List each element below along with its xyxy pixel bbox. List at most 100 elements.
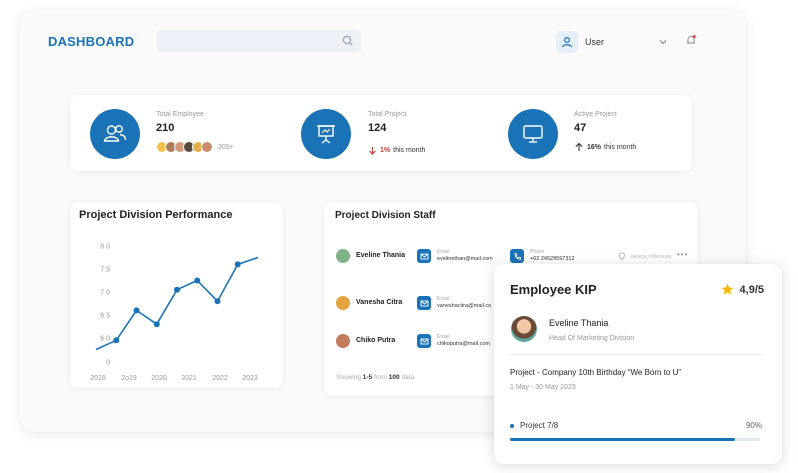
showing-prefix: Showing bbox=[336, 374, 361, 381]
user-menu[interactable]: User bbox=[556, 30, 668, 54]
kip-title: Employee KIP bbox=[510, 282, 597, 297]
total-project-change-text: this month bbox=[393, 147, 426, 154]
y-tick-label: 6.5 bbox=[100, 313, 110, 320]
pagination-summary: Showing 1-5 from 100 data bbox=[336, 374, 414, 381]
kip-progress-fill bbox=[510, 438, 735, 441]
x-tick-label: 2021 bbox=[181, 375, 197, 382]
active-project-change-value: 16% bbox=[587, 143, 602, 151]
user-name: User bbox=[585, 37, 605, 47]
total-employee-value: 210 bbox=[156, 122, 175, 134]
kip-progress-track bbox=[510, 438, 760, 441]
phone-icon-box[interactable] bbox=[510, 249, 524, 263]
showing-range: 1-5 bbox=[362, 374, 373, 381]
employee-avatar bbox=[201, 141, 213, 153]
stats-card: Total Employee 210 205+ bbox=[70, 95, 692, 171]
staff-email: chikoputra@mail.com bbox=[437, 341, 490, 347]
mail-icon bbox=[420, 338, 428, 344]
users-icon bbox=[103, 125, 127, 142]
active-project-icon-circle bbox=[508, 109, 558, 159]
staff-location: Jakarta, Indonesia bbox=[630, 254, 671, 260]
mail-icon bbox=[420, 253, 428, 259]
search-bar[interactable] bbox=[157, 30, 361, 52]
more-options-icon[interactable]: ••• bbox=[677, 250, 689, 259]
brand-title: DASHBOARD bbox=[48, 34, 135, 49]
data-point[interactable] bbox=[214, 298, 221, 305]
star-icon bbox=[721, 283, 733, 295]
performance-line-chart: 8.0 7.5 7.0 6.5 6.0 0 2018 2o19 2020 2021 2022 2023 bbox=[90, 244, 259, 382]
staff-avatar bbox=[336, 334, 350, 348]
user-icon bbox=[561, 36, 573, 48]
employee-avatar-count: 205+ bbox=[218, 143, 234, 151]
email-icon-box[interactable] bbox=[417, 296, 431, 310]
table-row[interactable]: Chiko Putra Email chikoputra@mail.com bbox=[324, 328, 698, 354]
staff-email: evelinethan@mail.com bbox=[437, 256, 493, 262]
staff-phone: +62 24529597312 bbox=[530, 256, 575, 262]
arrow-down-icon bbox=[369, 147, 376, 155]
performance-card: Project Division Performance 8.0 7.5 7.0 6.… bbox=[70, 202, 283, 388]
employee-kip-card: Employee KIP 4,9/5 Eveline Thania Head O… bbox=[494, 264, 782, 464]
data-point[interactable] bbox=[133, 307, 140, 314]
email-label: Email bbox=[437, 296, 450, 302]
x-tick-label: 2020 bbox=[151, 375, 167, 382]
email-icon-box[interactable] bbox=[417, 334, 431, 348]
data-point[interactable] bbox=[194, 277, 201, 284]
data-point[interactable] bbox=[153, 321, 160, 328]
phone-icon bbox=[514, 252, 521, 260]
bell-icon[interactable] bbox=[685, 34, 697, 46]
table-row[interactable]: Vanesha Citra Email vaneshacitra@mail.co bbox=[324, 290, 698, 316]
staff-name: Vanesha Citra bbox=[356, 299, 403, 306]
x-tick-label: 2018 bbox=[90, 375, 106, 382]
y-tick-label: 8.0 bbox=[100, 244, 110, 251]
staff-title: Project Division Staff bbox=[335, 210, 436, 221]
staff-avatar bbox=[336, 296, 350, 310]
kip-progress-label: Project 7/8 bbox=[510, 421, 558, 430]
performance-title: Project Division Performance bbox=[79, 209, 233, 221]
user-avatar[interactable] bbox=[556, 31, 578, 53]
employee-stat-icon-circle bbox=[90, 109, 140, 159]
total-employee-label: Total Employee bbox=[156, 111, 204, 118]
series-line bbox=[95, 256, 259, 351]
kip-rating-value: 4,9/5 bbox=[739, 283, 764, 296]
total-project-value: 124 bbox=[368, 122, 387, 134]
presentation-board-icon bbox=[317, 125, 335, 144]
staff-name: Chiko Putra bbox=[356, 337, 396, 344]
kip-employee-role: Head Of Marketing Division bbox=[549, 335, 635, 342]
x-tick-label: 2022 bbox=[212, 375, 228, 382]
email-icon-box[interactable] bbox=[417, 249, 431, 263]
kip-employee-name: Eveline Thania bbox=[549, 318, 609, 328]
active-project-value: 47 bbox=[574, 122, 587, 134]
y-tick-label: 0 bbox=[106, 360, 110, 367]
monitor-icon bbox=[523, 125, 543, 143]
kip-project-dates: 1 May - 30 May 2023 bbox=[510, 384, 576, 391]
chevron-down-icon[interactable] bbox=[658, 37, 668, 47]
email-label: Email bbox=[437, 334, 450, 340]
showing-suffix: data bbox=[401, 374, 415, 381]
mail-icon bbox=[420, 300, 428, 306]
showing-total: 100 bbox=[388, 374, 400, 381]
data-point[interactable] bbox=[174, 286, 180, 293]
kip-project-title: Project - Company 10th Birthday “We Born… bbox=[510, 368, 682, 377]
staff-name: Eveline Thania bbox=[356, 252, 406, 259]
showing-from: from bbox=[373, 374, 387, 381]
y-tick-label: 7.5 bbox=[100, 267, 110, 274]
x-tick-label: 2o19 bbox=[121, 375, 137, 382]
search-icon[interactable] bbox=[341, 34, 355, 48]
active-project-change-text: this month bbox=[604, 143, 637, 151]
x-tick-label: 2023 bbox=[242, 375, 258, 382]
kip-progress-text: Project 7/8 bbox=[520, 421, 559, 430]
total-project-label: Total Project bbox=[368, 111, 407, 118]
kip-progress-percent: 90% bbox=[745, 421, 762, 430]
y-tick-label: 7.0 bbox=[100, 290, 110, 297]
data-point[interactable] bbox=[234, 261, 241, 268]
progress-dot bbox=[510, 423, 514, 428]
table-row[interactable]: Eveline Thania Email evelinethan@mail.co… bbox=[324, 243, 698, 269]
total-project-change-value: 1% bbox=[380, 147, 391, 154]
staff-email: vaneshacitra@mail.co bbox=[437, 303, 492, 309]
active-project-change: 16% this month bbox=[574, 142, 636, 152]
search-input[interactable] bbox=[157, 30, 337, 52]
divider bbox=[508, 354, 764, 355]
active-project-label: Active Project bbox=[574, 111, 617, 118]
project-stat-icon-circle bbox=[301, 109, 351, 159]
data-point[interactable] bbox=[113, 337, 120, 344]
total-project-change: 1% this month bbox=[368, 146, 425, 155]
